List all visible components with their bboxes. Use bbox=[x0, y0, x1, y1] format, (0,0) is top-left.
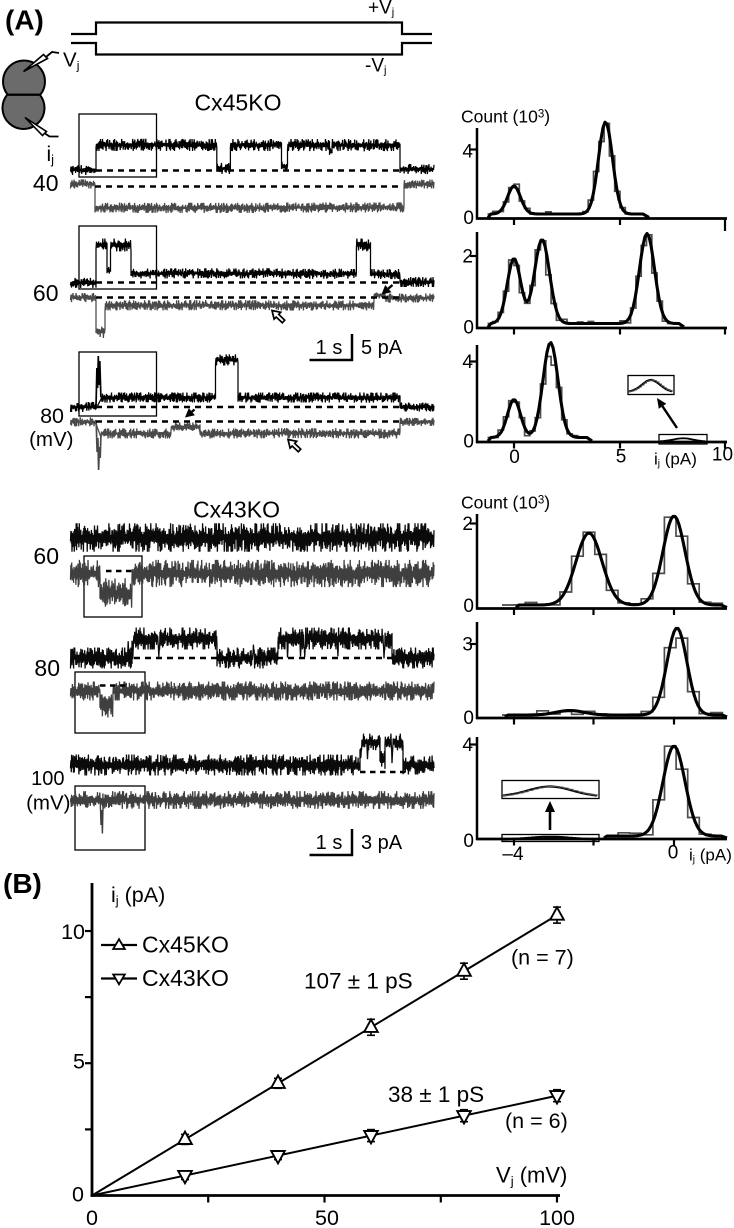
svg-text:107 ± 1 pS: 107 ± 1 pS bbox=[304, 969, 413, 994]
svg-text:Count (103): Count (103) bbox=[461, 493, 550, 513]
svg-text:(A): (A) bbox=[5, 5, 44, 36]
svg-text:+Vj: +Vj bbox=[368, 0, 394, 19]
svg-text:-Vj: -Vj bbox=[365, 56, 386, 77]
svg-text:Vj (mV): Vj (mV) bbox=[496, 1163, 567, 1189]
svg-text:Cx43KO: Cx43KO bbox=[193, 497, 280, 523]
svg-text:0: 0 bbox=[509, 447, 520, 468]
svg-text:0: 0 bbox=[86, 1206, 98, 1228]
svg-text:(mV): (mV) bbox=[26, 792, 70, 815]
svg-text:80: 80 bbox=[40, 404, 64, 428]
svg-text:(B): (B) bbox=[3, 868, 42, 899]
svg-text:0: 0 bbox=[463, 831, 474, 852]
svg-text:100: 100 bbox=[31, 768, 64, 790]
svg-text:1 s: 1 s bbox=[316, 337, 343, 359]
svg-text:3: 3 bbox=[462, 635, 473, 656]
svg-text:Vj: Vj bbox=[63, 49, 79, 73]
svg-text:Count (103): Count (103) bbox=[461, 107, 550, 127]
svg-text:0: 0 bbox=[463, 208, 474, 229]
svg-text:(n = 7): (n = 7) bbox=[511, 946, 574, 970]
svg-text:0: 0 bbox=[463, 596, 474, 617]
svg-text:0: 0 bbox=[668, 843, 679, 864]
svg-text:Cx43KO: Cx43KO bbox=[142, 965, 229, 991]
svg-text:50: 50 bbox=[315, 1206, 339, 1228]
svg-text:–4: –4 bbox=[502, 844, 524, 865]
svg-text:5: 5 bbox=[73, 1050, 85, 1074]
svg-text:2: 2 bbox=[462, 514, 473, 535]
svg-text:38 ± 1 pS: 38 ± 1 pS bbox=[388, 1082, 484, 1107]
svg-text:60: 60 bbox=[33, 280, 59, 306]
svg-text:40: 40 bbox=[33, 170, 59, 196]
svg-text:4: 4 bbox=[462, 352, 473, 373]
svg-text:10: 10 bbox=[61, 920, 85, 944]
svg-text:5: 5 bbox=[616, 447, 627, 468]
svg-text:2: 2 bbox=[462, 247, 473, 268]
svg-text:4: 4 bbox=[462, 142, 473, 163]
svg-text:(mV): (mV) bbox=[29, 428, 73, 451]
svg-text:ij (pA): ij (pA) bbox=[111, 883, 165, 908]
svg-text:10: 10 bbox=[712, 445, 733, 466]
svg-text:ij: ij bbox=[47, 143, 55, 167]
svg-text:4: 4 bbox=[462, 735, 473, 756]
svg-text:5 pA: 5 pA bbox=[361, 337, 403, 359]
svg-text:Cx45KO: Cx45KO bbox=[195, 90, 282, 116]
svg-text:0: 0 bbox=[72, 1183, 84, 1207]
svg-text:100: 100 bbox=[539, 1206, 575, 1228]
svg-text:1 s: 1 s bbox=[316, 832, 343, 854]
svg-text:0: 0 bbox=[463, 432, 474, 453]
svg-text:3 pA: 3 pA bbox=[361, 832, 403, 854]
svg-text:0: 0 bbox=[463, 708, 474, 729]
svg-text:Cx45KO: Cx45KO bbox=[142, 932, 229, 958]
svg-text:ij (pA): ij (pA) bbox=[654, 450, 697, 470]
svg-text:80: 80 bbox=[34, 655, 60, 681]
svg-text:(n = 6): (n = 6) bbox=[505, 1109, 568, 1133]
svg-text:0: 0 bbox=[463, 318, 474, 339]
svg-text:ij (pA): ij (pA) bbox=[689, 846, 732, 866]
svg-text:60: 60 bbox=[33, 543, 59, 569]
